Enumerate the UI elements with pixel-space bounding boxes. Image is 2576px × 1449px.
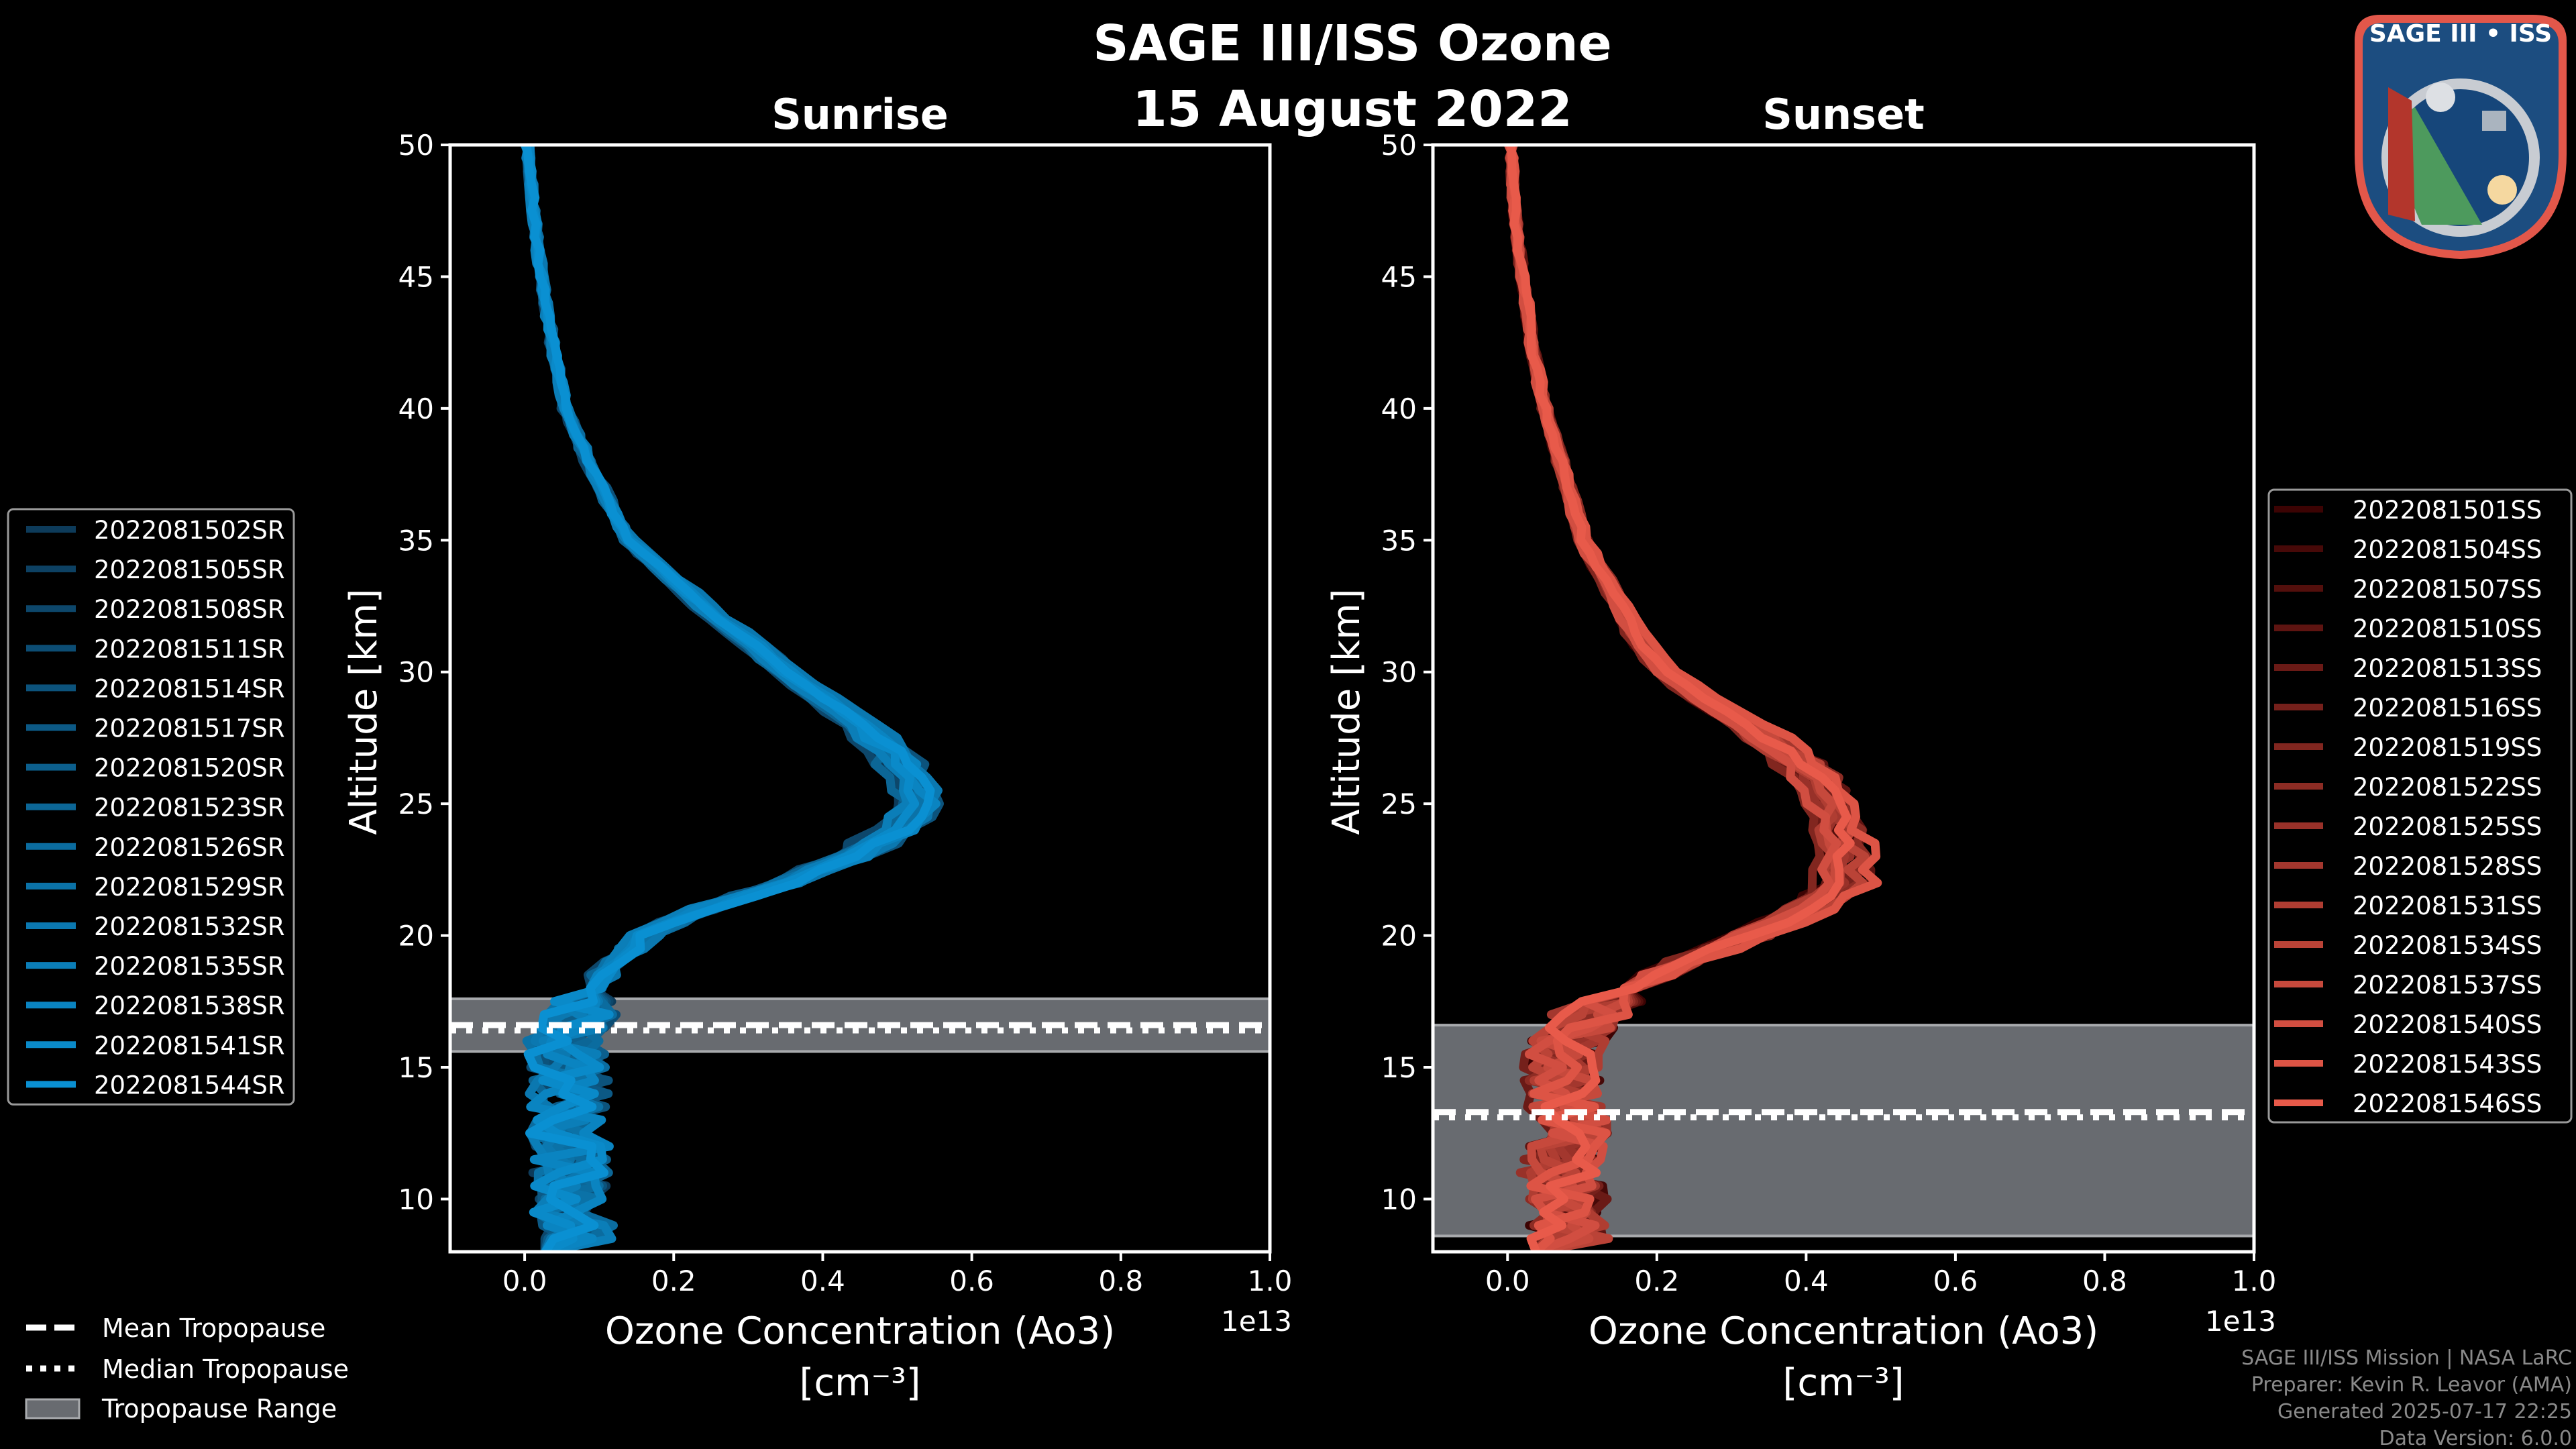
legend-label: 2022081504SS: [2353, 535, 2542, 564]
legend-label: 2022081514SR: [94, 674, 285, 703]
profile-line-2022081544SR: [522, 145, 935, 1252]
x-tick-label: 0.8: [2082, 1265, 2127, 1297]
legend-label: 2022081544SR: [94, 1071, 285, 1099]
x-offset-text: 1e13: [1221, 1305, 1292, 1338]
legend-label: 2022081517SR: [94, 714, 285, 743]
x-axis-label: Ozone Concentration (Ao3): [1589, 1309, 2098, 1353]
legend-label: 2022081516SS: [2353, 694, 2542, 722]
legend-label: 2022081507SS: [2353, 575, 2542, 604]
plot-area: [450, 145, 1270, 1252]
tropopause-range-label: Tropopause Range: [101, 1394, 337, 1424]
x-tick-label: 1.0: [1248, 1265, 1293, 1297]
main-title-line2: 15 August 2022: [1132, 80, 1572, 138]
footer-line: Preparer: Kevin R. Leavor (AMA): [2251, 1373, 2572, 1397]
profile-line-2022081546SS: [1507, 145, 1855, 1252]
series-legend: 2022081501SS 2022081504SS 2022081507SS 2022…: [2267, 488, 2573, 1124]
footer-line: Data Version: 6.0.0: [2379, 1427, 2572, 1449]
y-tick-label: 20: [398, 920, 434, 953]
y-axis-label: Altitude [km]: [1325, 588, 1368, 835]
legend-label: 2022081520SR: [94, 754, 285, 783]
y-tick-label: 15: [1381, 1051, 1417, 1084]
legend-label: 2022081505SR: [94, 555, 285, 584]
x-tick-label: 1.0: [2232, 1265, 2277, 1297]
plot-area: [1433, 145, 2254, 1252]
legend-label: 2022081525SS: [2353, 812, 2542, 841]
y-tick-label: 10: [398, 1183, 434, 1216]
legend-label: 2022081523SR: [94, 794, 285, 822]
y-tick-label: 35: [1381, 524, 1417, 557]
legend-label: 2022081531SS: [2353, 892, 2542, 920]
y-tick-label: 35: [398, 524, 434, 557]
y-tick-label: 50: [1381, 129, 1417, 162]
mean-tropopause-label: Mean Tropopause: [102, 1313, 325, 1343]
subplot-title: Sunrise: [771, 90, 949, 139]
legend-label: 2022081510SS: [2353, 614, 2542, 643]
y-tick-label: 50: [398, 129, 434, 162]
y-tick-label: 45: [398, 260, 434, 293]
y-tick-label: 20: [1381, 920, 1417, 953]
x-tick-label: 0.2: [651, 1265, 696, 1297]
x-tick-label: 0.6: [949, 1265, 994, 1297]
legend-label: 2022081540SS: [2353, 1010, 2542, 1039]
x-tick-label: 0.0: [1485, 1265, 1530, 1297]
series-legend: 2022081502SR 2022081505SR 2022081508SR 2022…: [7, 508, 295, 1106]
footer-line: SAGE III/ISS Mission | NASA LaRC: [2241, 1346, 2572, 1370]
y-tick-label: 45: [1381, 260, 1417, 293]
legend-label: 2022081528SS: [2353, 852, 2542, 881]
y-tick-label: 15: [398, 1051, 434, 1084]
tropopause-range-swatch: [25, 1398, 80, 1419]
legend-label: 2022081513SS: [2353, 654, 2542, 683]
legend-label: 2022081532SR: [94, 912, 285, 941]
y-tick-label: 30: [1381, 656, 1417, 689]
legend-label: 2022081522SS: [2353, 773, 2542, 802]
panel-sunset: 0.0 0.2 0.4 0.6 0.8 1.0 10 15 20 25 30 35 40 45 50 Suns…: [1325, 90, 2573, 1405]
footer-line: Generated 2025-07-17 22:25: [2277, 1400, 2572, 1424]
legend-label: 2022081538SR: [94, 991, 285, 1020]
legend-label: 2022081537SS: [2353, 971, 2542, 1000]
x-tick-label: 0.2: [1634, 1265, 1679, 1297]
legend-box: [7, 508, 295, 1106]
legend-box: [2267, 488, 2573, 1124]
x-tick-label: 0.4: [1784, 1265, 1829, 1297]
y-tick-label: 40: [1381, 392, 1417, 425]
axes-frame: [1431, 143, 2256, 1254]
x-axis-units: [cm⁻³]: [799, 1361, 920, 1405]
legend-label: 2022081535SR: [94, 952, 285, 981]
legend-label: 2022081508SR: [94, 595, 285, 624]
legend-label: 2022081526SR: [94, 833, 285, 862]
tropopause-legend: Mean Tropopause Median Tropopause Tropopau…: [25, 1313, 349, 1424]
sage-logo: SAGE III • ISS: [2355, 15, 2567, 259]
axes-frame: [448, 143, 1272, 1254]
subplot-title: Sunset: [1762, 90, 1925, 139]
x-axis-units: [cm⁻³]: [1782, 1361, 1904, 1405]
panel-sunrise: 0.0 0.2 0.4 0.6 0.8 1.0 10 15 20 25 30 35 40 45 50 Sunr…: [7, 90, 1293, 1405]
legend-label: 2022081541SR: [94, 1031, 285, 1060]
x-tick-label: 0.4: [800, 1265, 845, 1297]
x-tick-label: 0.0: [502, 1265, 547, 1297]
x-offset-text: 1e13: [2205, 1305, 2276, 1338]
y-tick-label: 10: [1381, 1183, 1417, 1216]
legend-label: 2022081543SS: [2353, 1050, 2542, 1079]
legend-label: 2022081501SS: [2353, 496, 2542, 525]
y-axis-label: Altitude [km]: [342, 588, 386, 835]
x-tick-label: 0.8: [1098, 1265, 1143, 1297]
legend-label: 2022081511SR: [94, 635, 285, 663]
logo-title: SAGE III • ISS: [2369, 20, 2552, 48]
legend-label: 2022081502SR: [94, 516, 285, 545]
legend-label: 2022081546SS: [2353, 1089, 2542, 1118]
main-title-line1: SAGE III/ISS Ozone: [1093, 15, 1612, 72]
y-tick-label: 25: [398, 788, 434, 820]
legend-label: 2022081529SR: [94, 873, 285, 902]
y-tick-label: 40: [398, 392, 434, 425]
median-tropopause-label: Median Tropopause: [102, 1354, 349, 1384]
legend-label: 2022081534SS: [2353, 931, 2542, 960]
x-tick-label: 0.6: [1933, 1265, 1978, 1297]
x-axis-label: Ozone Concentration (Ao3): [605, 1309, 1115, 1353]
legend-label: 2022081519SS: [2353, 733, 2542, 762]
profile-line-2022081538SR: [525, 145, 941, 1252]
y-tick-label: 30: [398, 656, 434, 689]
y-tick-label: 25: [1381, 788, 1417, 820]
